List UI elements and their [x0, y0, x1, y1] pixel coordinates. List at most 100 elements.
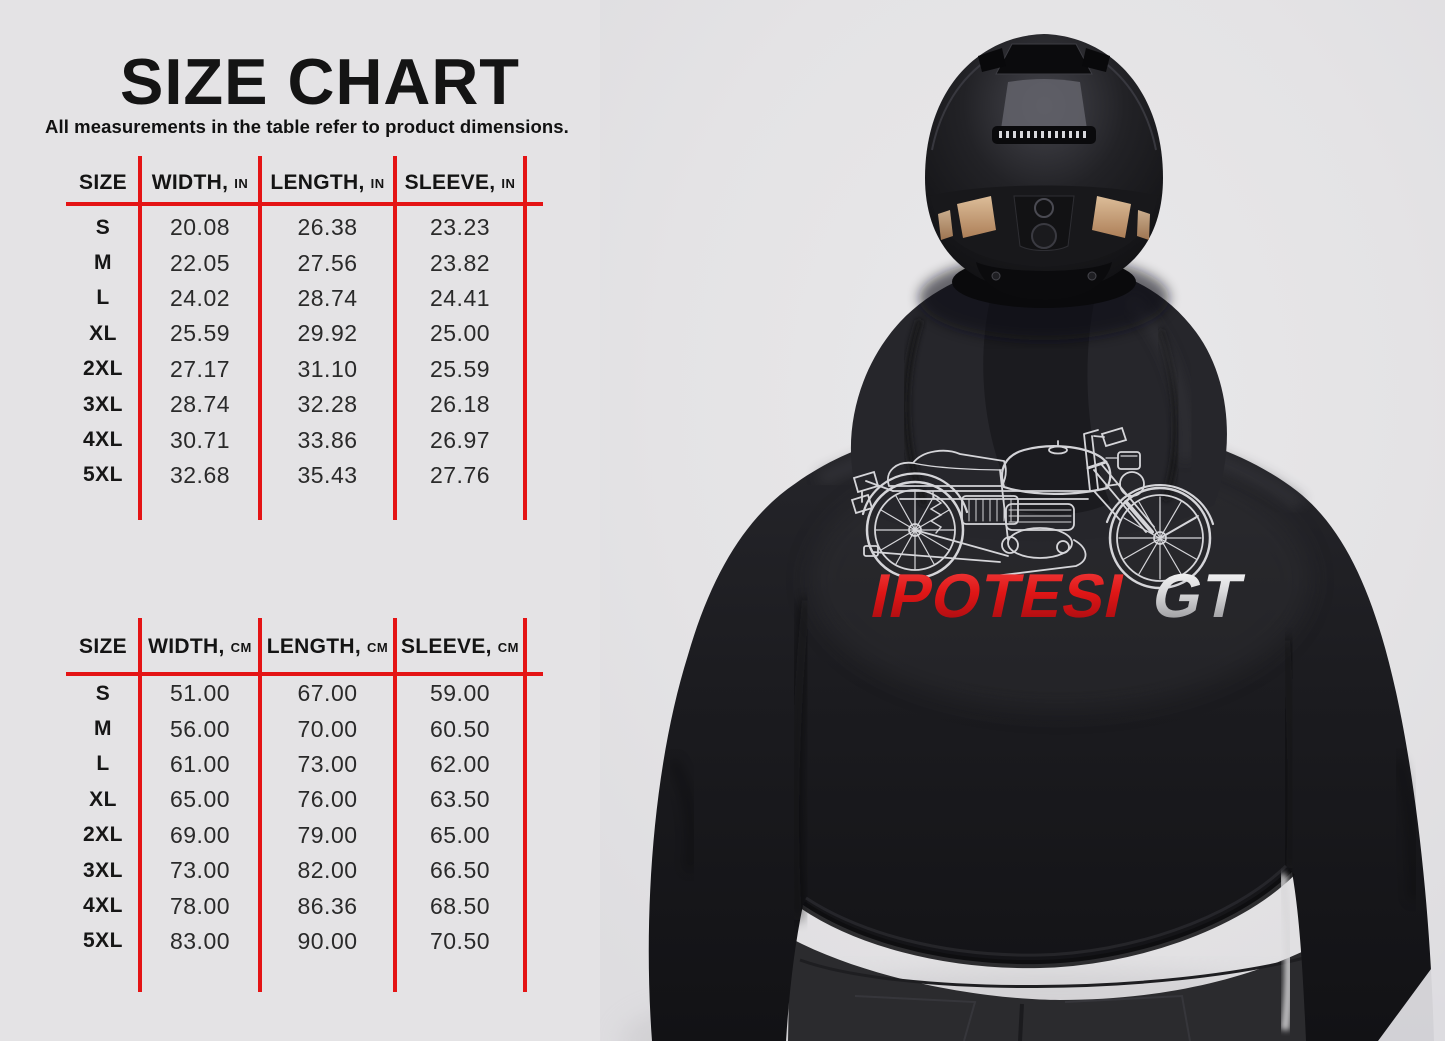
column-header: LENGTH, IN	[270, 171, 385, 194]
vent-grille-ticks	[999, 131, 1086, 138]
value-cell: 23.23	[429, 214, 491, 241]
value-cell: 32.28	[297, 391, 358, 418]
table-divider	[523, 156, 527, 520]
value-cell: 66.50	[429, 857, 491, 884]
column-header: SLEEVE, IN	[404, 171, 516, 194]
size-cell: S	[95, 215, 111, 239]
value-cell: 28.74	[297, 284, 358, 311]
value-cell: 90.00	[297, 927, 358, 954]
value-cell: 27.76	[429, 461, 491, 488]
value-cell: 51.00	[169, 680, 231, 707]
table-divider	[138, 618, 142, 992]
helmet-reflector-left	[957, 196, 996, 238]
value-cell: 25.59	[429, 355, 491, 382]
value-cell: 82.00	[297, 857, 358, 884]
value-cell: 70.50	[429, 927, 491, 954]
value-cell: 31.10	[297, 355, 358, 382]
size-cell: M	[94, 251, 112, 275]
value-cell: 70.00	[297, 715, 358, 742]
value-cell: 78.00	[169, 892, 231, 919]
size-table-centimeters: SIZE WIDTH, CM LENGTH, CM SLEEVE, CM S 51.00 67.0…	[66, 618, 546, 992]
value-cell: 35.43	[297, 461, 358, 488]
size-cell: 4XL	[82, 894, 123, 918]
column-header: SIZE	[79, 171, 127, 194]
page-title: SIZE CHART	[120, 45, 520, 118]
value-cell: 67.00	[297, 680, 358, 707]
size-cell: 3XL	[82, 858, 123, 882]
value-cell: 20.08	[169, 214, 231, 241]
page-subtitle: All measurements in the table refer to p…	[45, 116, 569, 137]
jeans	[788, 938, 1324, 1041]
value-cell: 60.50	[429, 715, 491, 742]
helmet-gray-panel	[1000, 79, 1088, 141]
value-cell: 86.36	[297, 892, 358, 919]
value-cell: 73.00	[297, 750, 358, 777]
table-grid: SIZE WIDTH, CM LENGTH, CM SLEEVE, CM S 51.00 67.0…	[66, 618, 525, 959]
size-table-inches: SIZE WIDTH, IN LENGTH, IN SLEEVE, IN S 20.08 26.3…	[66, 156, 546, 520]
background-corner	[1378, 950, 1445, 1041]
value-cell: 27.56	[297, 249, 358, 276]
hoodie-hem	[800, 869, 1295, 969]
value-cell: 63.50	[429, 786, 491, 813]
value-cell: 69.00	[169, 821, 231, 848]
value-cell: 73.00	[169, 857, 231, 884]
size-cell: L	[96, 752, 110, 776]
value-cell: 26.38	[297, 214, 358, 241]
size-cell: 2XL	[82, 357, 123, 381]
value-cell: 61.00	[169, 750, 231, 777]
value-cell: 25.00	[429, 320, 491, 347]
value-cell: 65.00	[169, 786, 231, 813]
product-photo: IPOTESI GT	[600, 0, 1445, 1041]
table-header-rule	[66, 672, 543, 676]
size-cell: 4XL	[82, 428, 123, 452]
value-cell: 22.05	[169, 249, 231, 276]
value-cell: 65.00	[429, 821, 491, 848]
table-header-rule	[66, 202, 543, 206]
table-divider	[523, 618, 527, 992]
helmet-chin	[976, 262, 1112, 300]
size-cell: S	[95, 681, 111, 705]
value-cell: 27.17	[169, 355, 231, 382]
column-header: WIDTH, IN	[151, 171, 249, 194]
motorcycle-helmet	[925, 34, 1163, 308]
value-cell: 23.82	[429, 249, 491, 276]
brand-text: IPOTESI GT	[865, 562, 1250, 631]
value-cell: 79.00	[297, 821, 358, 848]
size-cell: 5XL	[82, 463, 123, 487]
size-cell: M	[94, 717, 112, 741]
background-gap	[1277, 873, 1294, 1031]
value-cell: 25.59	[169, 320, 231, 347]
column-header: LENGTH, CM	[266, 635, 389, 658]
table-divider	[393, 156, 397, 520]
size-cell: 5XL	[82, 929, 123, 953]
size-cell: 3XL	[82, 392, 123, 416]
motorcycle-line-art	[850, 426, 1215, 590]
value-cell: 24.41	[429, 284, 491, 311]
size-cell: 2XL	[82, 823, 123, 847]
value-cell: 83.00	[169, 927, 231, 954]
value-cell: 56.00	[169, 715, 231, 742]
brand-name: IPOTESI	[865, 562, 1131, 631]
table-divider	[393, 618, 397, 992]
value-cell: 28.74	[169, 391, 231, 418]
table-divider	[258, 156, 262, 520]
value-cell: 68.50	[429, 892, 491, 919]
helmet-top-vent	[995, 43, 1093, 75]
value-cell: 26.18	[429, 391, 491, 418]
value-cell: 33.86	[297, 426, 358, 453]
column-header: SLEEVE, CM	[400, 635, 519, 658]
size-cell: XL	[89, 321, 117, 345]
size-cell: XL	[89, 787, 117, 811]
svg-text:IPOTESI GT: IPOTESI GT	[865, 562, 1250, 631]
column-header: SIZE	[79, 635, 127, 658]
size-cell: L	[96, 286, 110, 310]
value-cell: 26.97	[429, 426, 491, 453]
value-cell: 30.71	[169, 426, 231, 453]
table-divider	[258, 618, 262, 992]
value-cell: 24.02	[169, 284, 231, 311]
helmet-reflector-right	[1092, 196, 1131, 238]
table-grid: SIZE WIDTH, IN LENGTH, IN SLEEVE, IN S 20.08 26.3…	[66, 156, 525, 493]
table-divider	[138, 156, 142, 520]
value-cell: 59.00	[429, 680, 491, 707]
